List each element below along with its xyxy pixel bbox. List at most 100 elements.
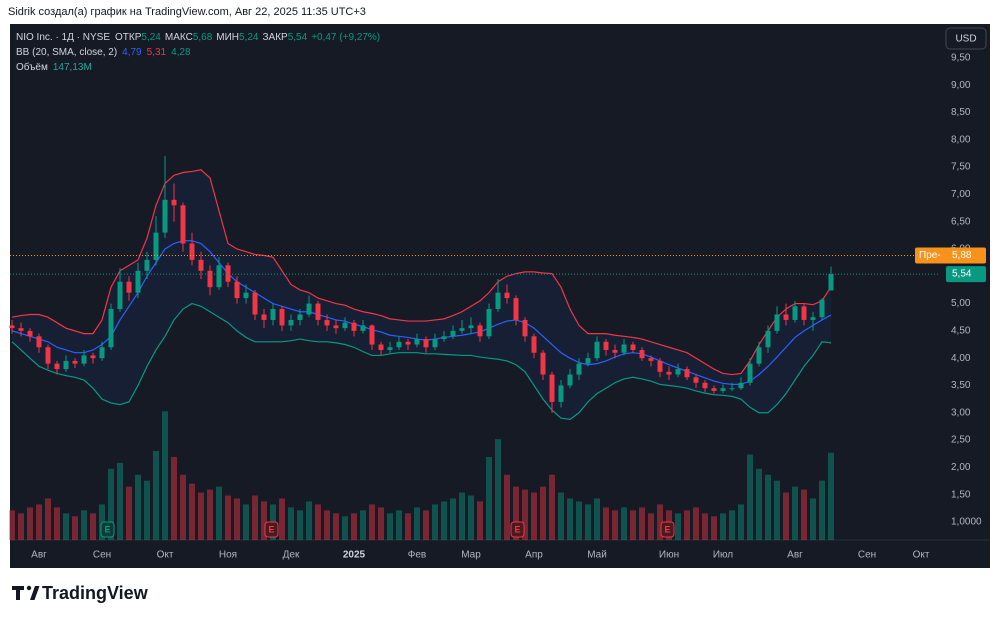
currency-label[interactable]: USD (955, 34, 976, 45)
volume-bar (540, 486, 546, 540)
candle-body (675, 369, 681, 375)
y-tick-label: 7,00 (951, 189, 971, 200)
candle-body (450, 330, 456, 337)
candle-body (63, 360, 69, 370)
candle-body (9, 325, 15, 329)
candle-body (819, 299, 825, 318)
footer-logo: TradingView (12, 583, 149, 603)
y-tick-label: 8,50 (951, 107, 971, 118)
volume-bar (495, 439, 501, 540)
volume-bar (108, 468, 114, 540)
x-tick-label: Окт (157, 550, 174, 561)
volume-bar (216, 486, 222, 540)
volume-bar (738, 504, 744, 540)
candle-body (72, 360, 78, 364)
volume-bar (117, 462, 123, 540)
x-tick-label: Авг (787, 550, 803, 561)
high-label: МАКС (165, 32, 193, 43)
candle-body (558, 385, 564, 402)
earnings-marker[interactable] (264, 521, 279, 538)
volume-bar (27, 507, 33, 540)
volume-bar (36, 504, 42, 540)
volume-bar (225, 495, 231, 540)
candle-body (270, 309, 276, 320)
volume-bar (765, 474, 771, 540)
candle-body (657, 360, 663, 372)
logo-text: TradingView (42, 583, 149, 603)
volume-bar (810, 498, 816, 540)
volume-bar (189, 483, 195, 540)
x-tick-label: Июл (713, 550, 733, 561)
candle-body (36, 336, 42, 348)
volume-bar (288, 507, 294, 540)
candle-body (81, 355, 87, 364)
candle-body (729, 388, 735, 390)
volume-bar (207, 489, 213, 540)
candle-body (99, 347, 105, 359)
bb-name: BB (20, SMA, close, 2) (16, 47, 117, 58)
volume-bar (657, 504, 663, 540)
volume-bar (558, 492, 564, 540)
volume-bar (576, 501, 582, 540)
candle-body (153, 232, 159, 260)
candle-body (540, 352, 546, 375)
bb-lower-value: 4,28 (171, 47, 191, 58)
currency-button[interactable] (945, 27, 987, 50)
candle-body (522, 319, 528, 337)
close-price-badge (946, 266, 986, 283)
volume-bar (468, 495, 474, 540)
x-tick-label: Сен (93, 550, 111, 561)
volume-bar (819, 480, 825, 540)
volume-bar (198, 492, 204, 540)
logo-mark (30, 586, 40, 600)
open-label: ОТКР (115, 32, 142, 43)
volume-bar (648, 513, 654, 540)
volume-bar (441, 501, 447, 540)
y-tick-label: 5,00 (951, 298, 971, 309)
volume-bar (720, 513, 726, 540)
candle-body (90, 355, 96, 359)
candle-body (252, 292, 258, 315)
candle-body (117, 281, 123, 310)
x-tick-label: Авг (31, 550, 47, 561)
y-tick-label: 9,00 (951, 80, 971, 91)
volume-bar (18, 513, 24, 540)
earnings-letter: E (514, 524, 520, 534)
candle-body (396, 341, 402, 348)
candle-body (261, 314, 267, 320)
volume-bar (72, 516, 78, 540)
volume-bar (315, 504, 321, 540)
earnings-marker[interactable] (510, 521, 525, 538)
candle-body (144, 259, 150, 271)
volume-bar (729, 510, 735, 540)
candle-body (756, 347, 762, 364)
earnings-letter: E (664, 524, 670, 534)
candle-body (594, 341, 600, 359)
low-label: МИН (216, 32, 239, 43)
volume-bar (477, 501, 483, 540)
earnings-marker[interactable] (660, 521, 675, 538)
candle-body (567, 374, 573, 386)
x-tick-label: Мар (461, 550, 481, 561)
candle-body (288, 319, 294, 326)
volume-bar (234, 498, 240, 540)
earnings-marker[interactable] (100, 521, 115, 538)
symbol: NIO Inc. · 1Д · NYSE (16, 32, 110, 43)
x-tick-label: Апр (525, 550, 543, 561)
volume-bar (414, 507, 420, 540)
volume-bar (180, 474, 186, 540)
bb-fill (12, 169, 831, 420)
candle-body (414, 339, 420, 345)
volume-bar (405, 513, 411, 540)
candle-body (720, 388, 726, 391)
candle-body (387, 347, 393, 350)
volume-bar (783, 492, 789, 540)
volume-bar (702, 513, 708, 540)
close-price-label: 5,54 (952, 269, 972, 280)
x-tick-label: Ноя (219, 550, 237, 561)
bb-upper (11, 169, 832, 376)
volume-bar (54, 507, 60, 540)
